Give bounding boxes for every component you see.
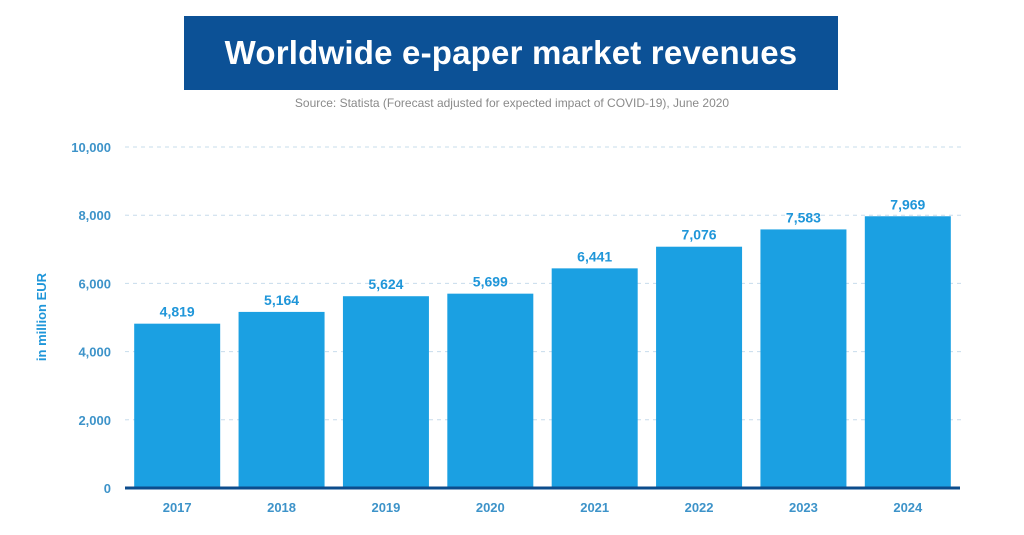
- data-labels: 4,819 5,164 5,624 5,699 6,441 7,076 7,583 7,969: [160, 196, 926, 319]
- x-tick-label: 2022: [685, 500, 714, 515]
- data-label: 5,699: [473, 274, 508, 290]
- x-tick-label: 2019: [371, 500, 400, 515]
- bar: [656, 246, 743, 488]
- chart-subtitle: Source: Statista (Forecast adjusted for …: [294, 96, 730, 110]
- data-label: 4,819: [160, 304, 195, 320]
- bars: [134, 216, 951, 489]
- y-tick-label: 4,000: [78, 345, 111, 360]
- bar: [760, 229, 847, 489]
- y-axis-ticks: 0 2,000 4,000 6,000 8,000 10,000: [71, 140, 111, 496]
- x-tick-label: 2018: [267, 500, 296, 515]
- y-tick-label: 2,000: [78, 413, 111, 428]
- data-label: 6,441: [577, 248, 612, 264]
- data-label: 5,624: [368, 276, 403, 292]
- y-axis-title: in million EUR: [34, 272, 49, 361]
- data-label: 5,164: [264, 292, 299, 308]
- x-tick-label: 2017: [163, 500, 192, 515]
- x-tick-label: 2021: [580, 500, 609, 515]
- data-label: 7,076: [682, 227, 717, 243]
- data-label: 7,969: [890, 196, 925, 212]
- x-tick-label: 2023: [789, 500, 818, 515]
- data-label: 7,583: [786, 209, 821, 225]
- bar: [864, 216, 951, 489]
- chart-title: Worldwide e-paper market revenues: [184, 16, 838, 90]
- bar: [134, 323, 221, 488]
- y-tick-label: 10,000: [71, 140, 111, 155]
- bar: [447, 293, 534, 488]
- y-tick-label: 8,000: [78, 208, 111, 223]
- x-axis-ticks: 2017 2018 2019 2020 2021 2022 2023 2024: [163, 500, 923, 515]
- y-tick-label: 6,000: [78, 276, 111, 291]
- bar: [551, 268, 638, 488]
- x-tick-label: 2024: [893, 500, 923, 515]
- bar: [342, 296, 429, 488]
- bar: [238, 311, 325, 488]
- x-tick-label: 2020: [476, 500, 505, 515]
- y-tick-label: 0: [104, 481, 111, 496]
